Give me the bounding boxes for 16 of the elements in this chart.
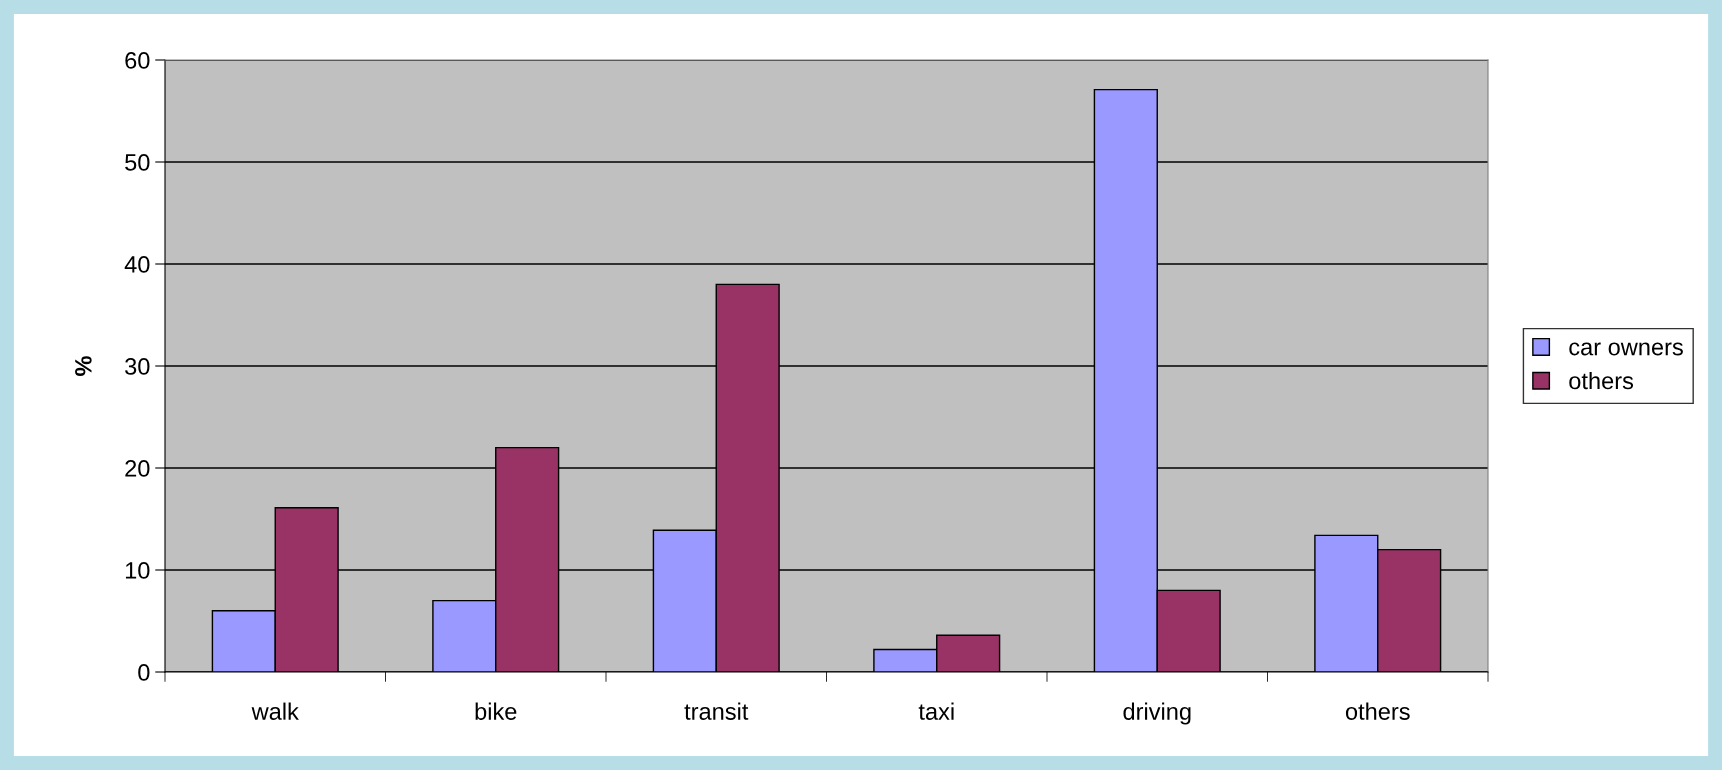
y-axis-title: % [75, 356, 92, 376]
y-tick-label: 50 [125, 154, 150, 171]
x-tick-label: walk [251, 702, 299, 720]
y-tick-label: 10 [125, 562, 150, 579]
y-tick-label: 30 [125, 358, 150, 375]
x-tick-label: bike [475, 702, 517, 720]
x-tick-label: driving [1123, 702, 1191, 725]
x-tick-label: taxi [918, 702, 954, 720]
y-tick-label: 60 [125, 52, 150, 69]
y-tick-label: 0 [138, 664, 150, 681]
x-tick-label: others [1345, 702, 1410, 720]
y-tick-label: 40 [124, 256, 150, 273]
y-tick-label: 20 [125, 460, 150, 477]
legend-label: car owners [1569, 342, 1683, 356]
legend-label: others [1569, 371, 1634, 390]
x-tick-label: transit [684, 702, 749, 720]
